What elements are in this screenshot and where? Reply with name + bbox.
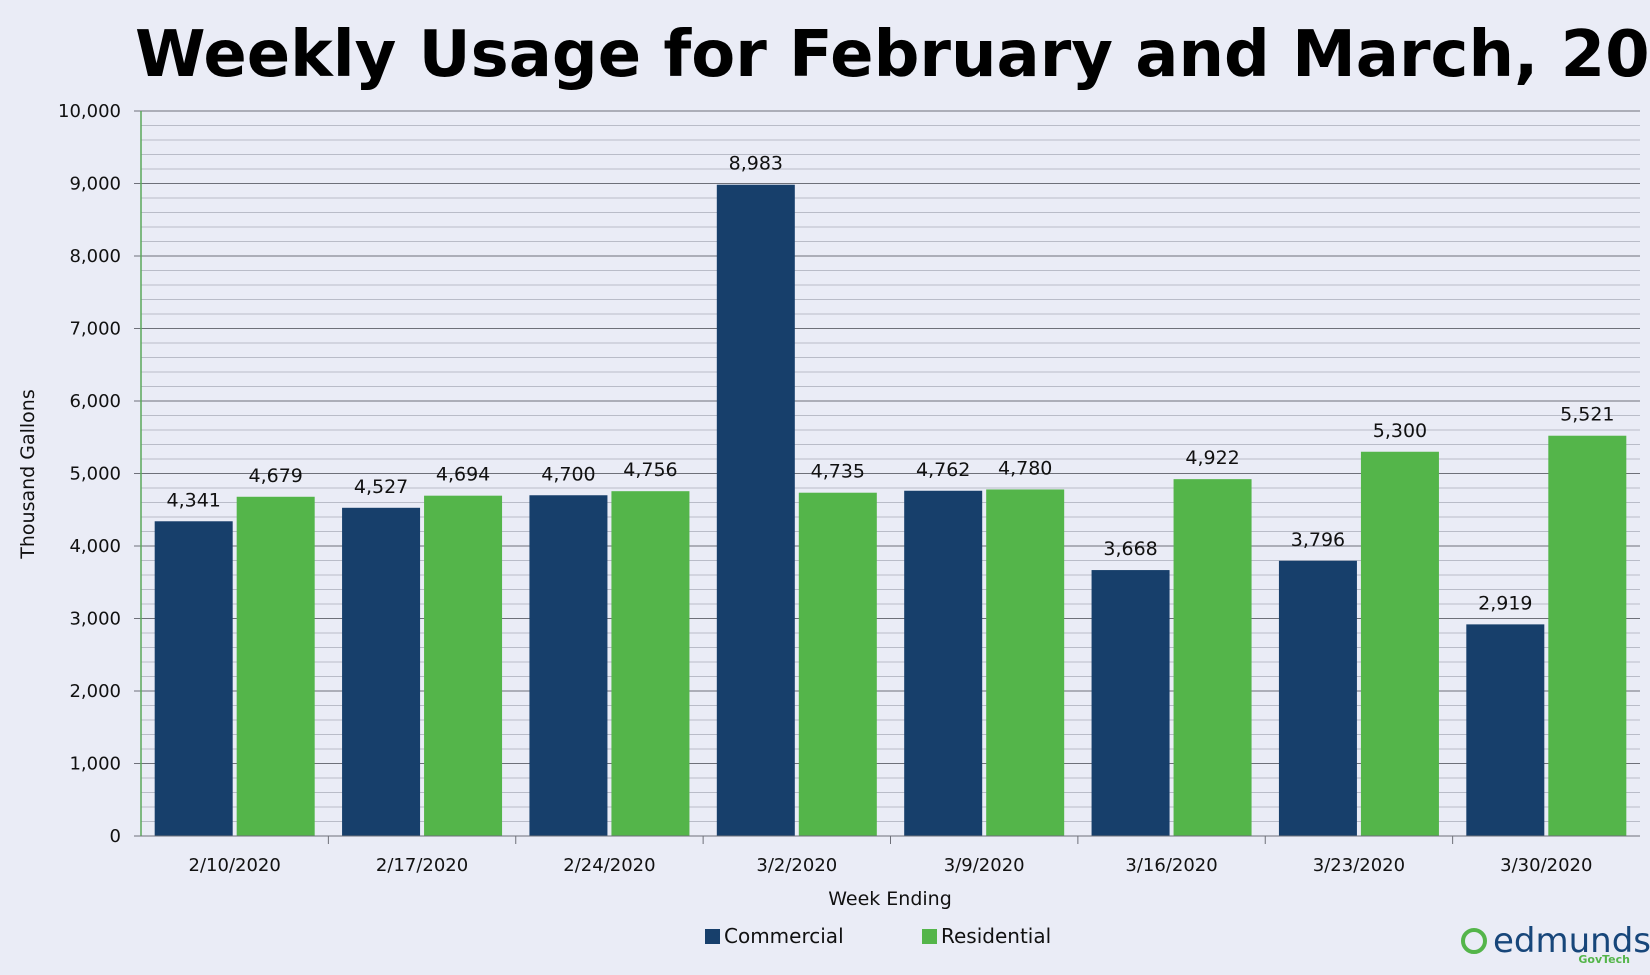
bar-commercial-4 bbox=[904, 490, 983, 836]
legend-swatch-commercial bbox=[705, 929, 720, 944]
data-label-commercial: 4,527 bbox=[354, 476, 408, 498]
y-tick-label: 4,000 bbox=[69, 536, 121, 557]
bar-commercial-3 bbox=[716, 184, 795, 837]
data-label-commercial: 8,983 bbox=[729, 153, 783, 175]
y-tick-label: 2,000 bbox=[69, 681, 121, 702]
x-tick-label: 3/16/2020 bbox=[1125, 855, 1217, 876]
bars bbox=[154, 184, 1627, 837]
bar-residential-5 bbox=[1173, 479, 1252, 836]
bar-residential-6 bbox=[1360, 451, 1439, 836]
chart-title: Weekly Usage for February and March, 202… bbox=[135, 18, 1650, 92]
legend-swatch-residential bbox=[922, 929, 937, 944]
legend-label-commercial: Commercial bbox=[724, 924, 844, 948]
data-label-commercial: 3,668 bbox=[1103, 538, 1157, 560]
data-label-residential: 4,922 bbox=[1185, 447, 1239, 469]
bar-commercial-5 bbox=[1091, 570, 1170, 836]
bar-commercial-1 bbox=[342, 507, 421, 836]
edmunds-logo: edmunds GovTech bbox=[1461, 921, 1650, 966]
y-tick-label: 7,000 bbox=[69, 319, 121, 340]
bar-residential-2 bbox=[611, 491, 690, 836]
data-labels: 4,341 4,679 4,527 4,694 4,700 4,756 8,983 4,735… bbox=[166, 153, 1614, 615]
bar-residential-4 bbox=[986, 489, 1065, 836]
legend-label-residential: Residential bbox=[941, 924, 1051, 948]
y-tick-label: 9,000 bbox=[69, 174, 121, 195]
y-tick-label: 3,000 bbox=[69, 609, 121, 630]
data-label-residential: 4,694 bbox=[436, 464, 490, 486]
y-tick-label: 1,000 bbox=[69, 754, 121, 775]
data-label-commercial: 4,341 bbox=[166, 489, 220, 511]
data-label-commercial: 4,762 bbox=[916, 459, 970, 481]
y-tick-label: 10,000 bbox=[58, 101, 121, 122]
bar-residential-3 bbox=[798, 492, 877, 836]
bar-residential-0 bbox=[236, 496, 315, 836]
bar-commercial-7 bbox=[1466, 624, 1545, 836]
logo-e-icon bbox=[1461, 928, 1487, 954]
data-label-commercial: 2,919 bbox=[1478, 592, 1532, 614]
x-tick-label: 3/9/2020 bbox=[944, 855, 1025, 876]
y-tick-label: 5,000 bbox=[69, 464, 121, 485]
axes: 0 1,000 2,000 3,000 4,000 5,000 6,000 7,000 8,00… bbox=[58, 101, 1640, 876]
data-label-residential: 5,300 bbox=[1373, 420, 1427, 442]
bar-commercial-0 bbox=[154, 521, 233, 836]
bar-residential-7 bbox=[1548, 435, 1627, 836]
data-label-residential: 4,679 bbox=[248, 465, 302, 487]
x-tick-label: 2/17/2020 bbox=[376, 855, 468, 876]
y-axis-title: Thousand Gallons bbox=[17, 389, 39, 560]
data-label-residential: 4,756 bbox=[623, 459, 677, 481]
y-tick-label: 8,000 bbox=[69, 246, 121, 267]
bar-commercial-2 bbox=[529, 495, 608, 836]
x-tick-label: 3/23/2020 bbox=[1313, 855, 1405, 876]
y-tick-label: 6,000 bbox=[69, 391, 121, 412]
data-label-residential: 4,780 bbox=[998, 457, 1052, 479]
y-tick-label: 0 bbox=[110, 826, 121, 847]
data-label-residential: 4,735 bbox=[811, 461, 865, 483]
x-tick-label: 2/10/2020 bbox=[189, 855, 281, 876]
logo-tagline: GovTech bbox=[1578, 953, 1630, 966]
bar-commercial-6 bbox=[1278, 560, 1357, 836]
legend: Commercial Residential bbox=[705, 924, 1051, 948]
bar-residential-1 bbox=[424, 495, 503, 836]
x-tick-label: 3/30/2020 bbox=[1500, 855, 1592, 876]
data-label-commercial: 4,700 bbox=[541, 463, 595, 485]
x-axis-title: Week Ending bbox=[828, 888, 952, 910]
x-tick-label: 3/2/2020 bbox=[756, 855, 837, 876]
data-label-commercial: 3,796 bbox=[1291, 529, 1345, 551]
data-label-residential: 5,521 bbox=[1560, 404, 1614, 426]
x-tick-label: 2/24/2020 bbox=[563, 855, 655, 876]
logo-wordmark: edmunds bbox=[1493, 921, 1650, 961]
